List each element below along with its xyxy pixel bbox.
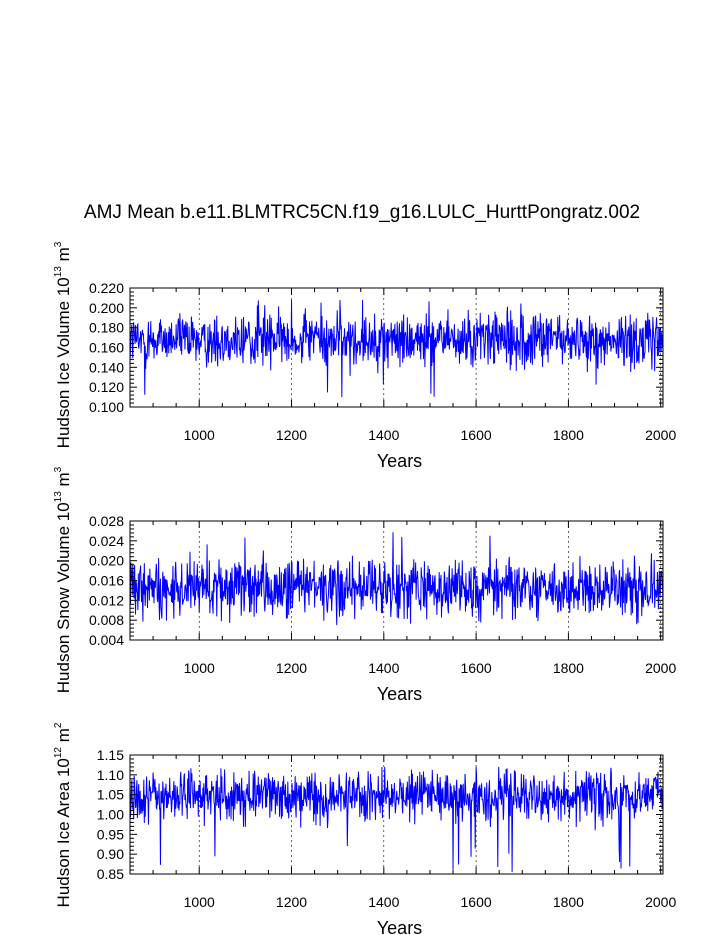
chart-panel-2: 1000 1200 1400 1600 1800 2000 0.004 0.008 0.012 0… (53, 466, 676, 704)
y-tick-label: 1.05 (97, 787, 124, 803)
x-tick-label: 1600 (461, 427, 492, 443)
chart-panel-3: 1000 1200 1400 1600 1800 2000 0.85 0.90 0.95 1.00… (53, 722, 676, 935)
x-tick-label: 1400 (368, 427, 399, 443)
y-tick-label: 0.120 (89, 379, 124, 395)
series-line (129, 766, 664, 873)
y-tick-label: 0.200 (89, 300, 124, 316)
x-tick-label: 1000 (184, 894, 215, 910)
chart-title: AMJ Mean b.e11.BLMTRC5CN.f19_g16.LULC_Hu… (84, 202, 640, 223)
x-axis-label: Years (377, 684, 422, 704)
y-tick-label: 0.008 (89, 612, 124, 628)
x-axis-label: Years (377, 451, 422, 471)
x-tick-label: 1200 (276, 894, 307, 910)
y-tick-label: 0.004 (89, 632, 124, 648)
x-tick-label: 1800 (553, 427, 584, 443)
x-tick-label: 2000 (645, 894, 676, 910)
x-tick-label: 2000 (645, 660, 676, 676)
plot-frame (129, 754, 664, 875)
chart-panel-1: 1000 1200 1400 1600 1800 2000 0.100 0.120 0.140 0… (53, 241, 676, 471)
series-line (129, 299, 664, 398)
y-tick-label: 1.15 (97, 747, 124, 763)
x-tick-label: 2000 (645, 427, 676, 443)
y-tick-label: 0.90 (97, 846, 124, 862)
x-tick-label: 1800 (553, 894, 584, 910)
y-tick-label: 0.85 (97, 866, 124, 882)
x-tick-label: 1200 (276, 427, 307, 443)
x-tick-label: 1000 (184, 427, 215, 443)
x-tick-label: 1400 (368, 894, 399, 910)
y-tick-label: 0.012 (89, 592, 124, 608)
y-tick-label: 1.00 (97, 807, 124, 823)
y-tick-label: 0.024 (89, 533, 124, 549)
y-tick-label: 0.028 (89, 513, 124, 529)
x-tick-label: 1600 (461, 894, 492, 910)
x-tick-label: 1000 (184, 660, 215, 676)
y-tick-label: 0.95 (97, 826, 124, 842)
x-axis-label: Years (377, 918, 422, 935)
y-axis-label: Hudson Ice Area 1012 m2 (53, 722, 73, 907)
y-tick-label: 0.016 (89, 573, 124, 589)
x-tick-label: 1600 (461, 660, 492, 676)
y-tick-label: 0.220 (89, 280, 124, 296)
y-tick-label: 0.100 (89, 399, 124, 415)
x-tick-label: 1800 (553, 660, 584, 676)
series-line (129, 532, 664, 626)
y-tick-label: 0.160 (89, 340, 124, 356)
y-axis-label: Hudson Ice Volume 1013 m3 (53, 241, 73, 448)
x-tick-label: 1200 (276, 660, 307, 676)
y-axis-label: Hudson Snow Volume 1013 m3 (53, 466, 73, 693)
y-tick-label: 0.020 (89, 553, 124, 569)
y-tick-label: 0.140 (89, 359, 124, 375)
x-tick-label: 1400 (368, 660, 399, 676)
y-tick-label: 1.10 (97, 767, 124, 783)
y-tick-label: 0.180 (89, 320, 124, 336)
